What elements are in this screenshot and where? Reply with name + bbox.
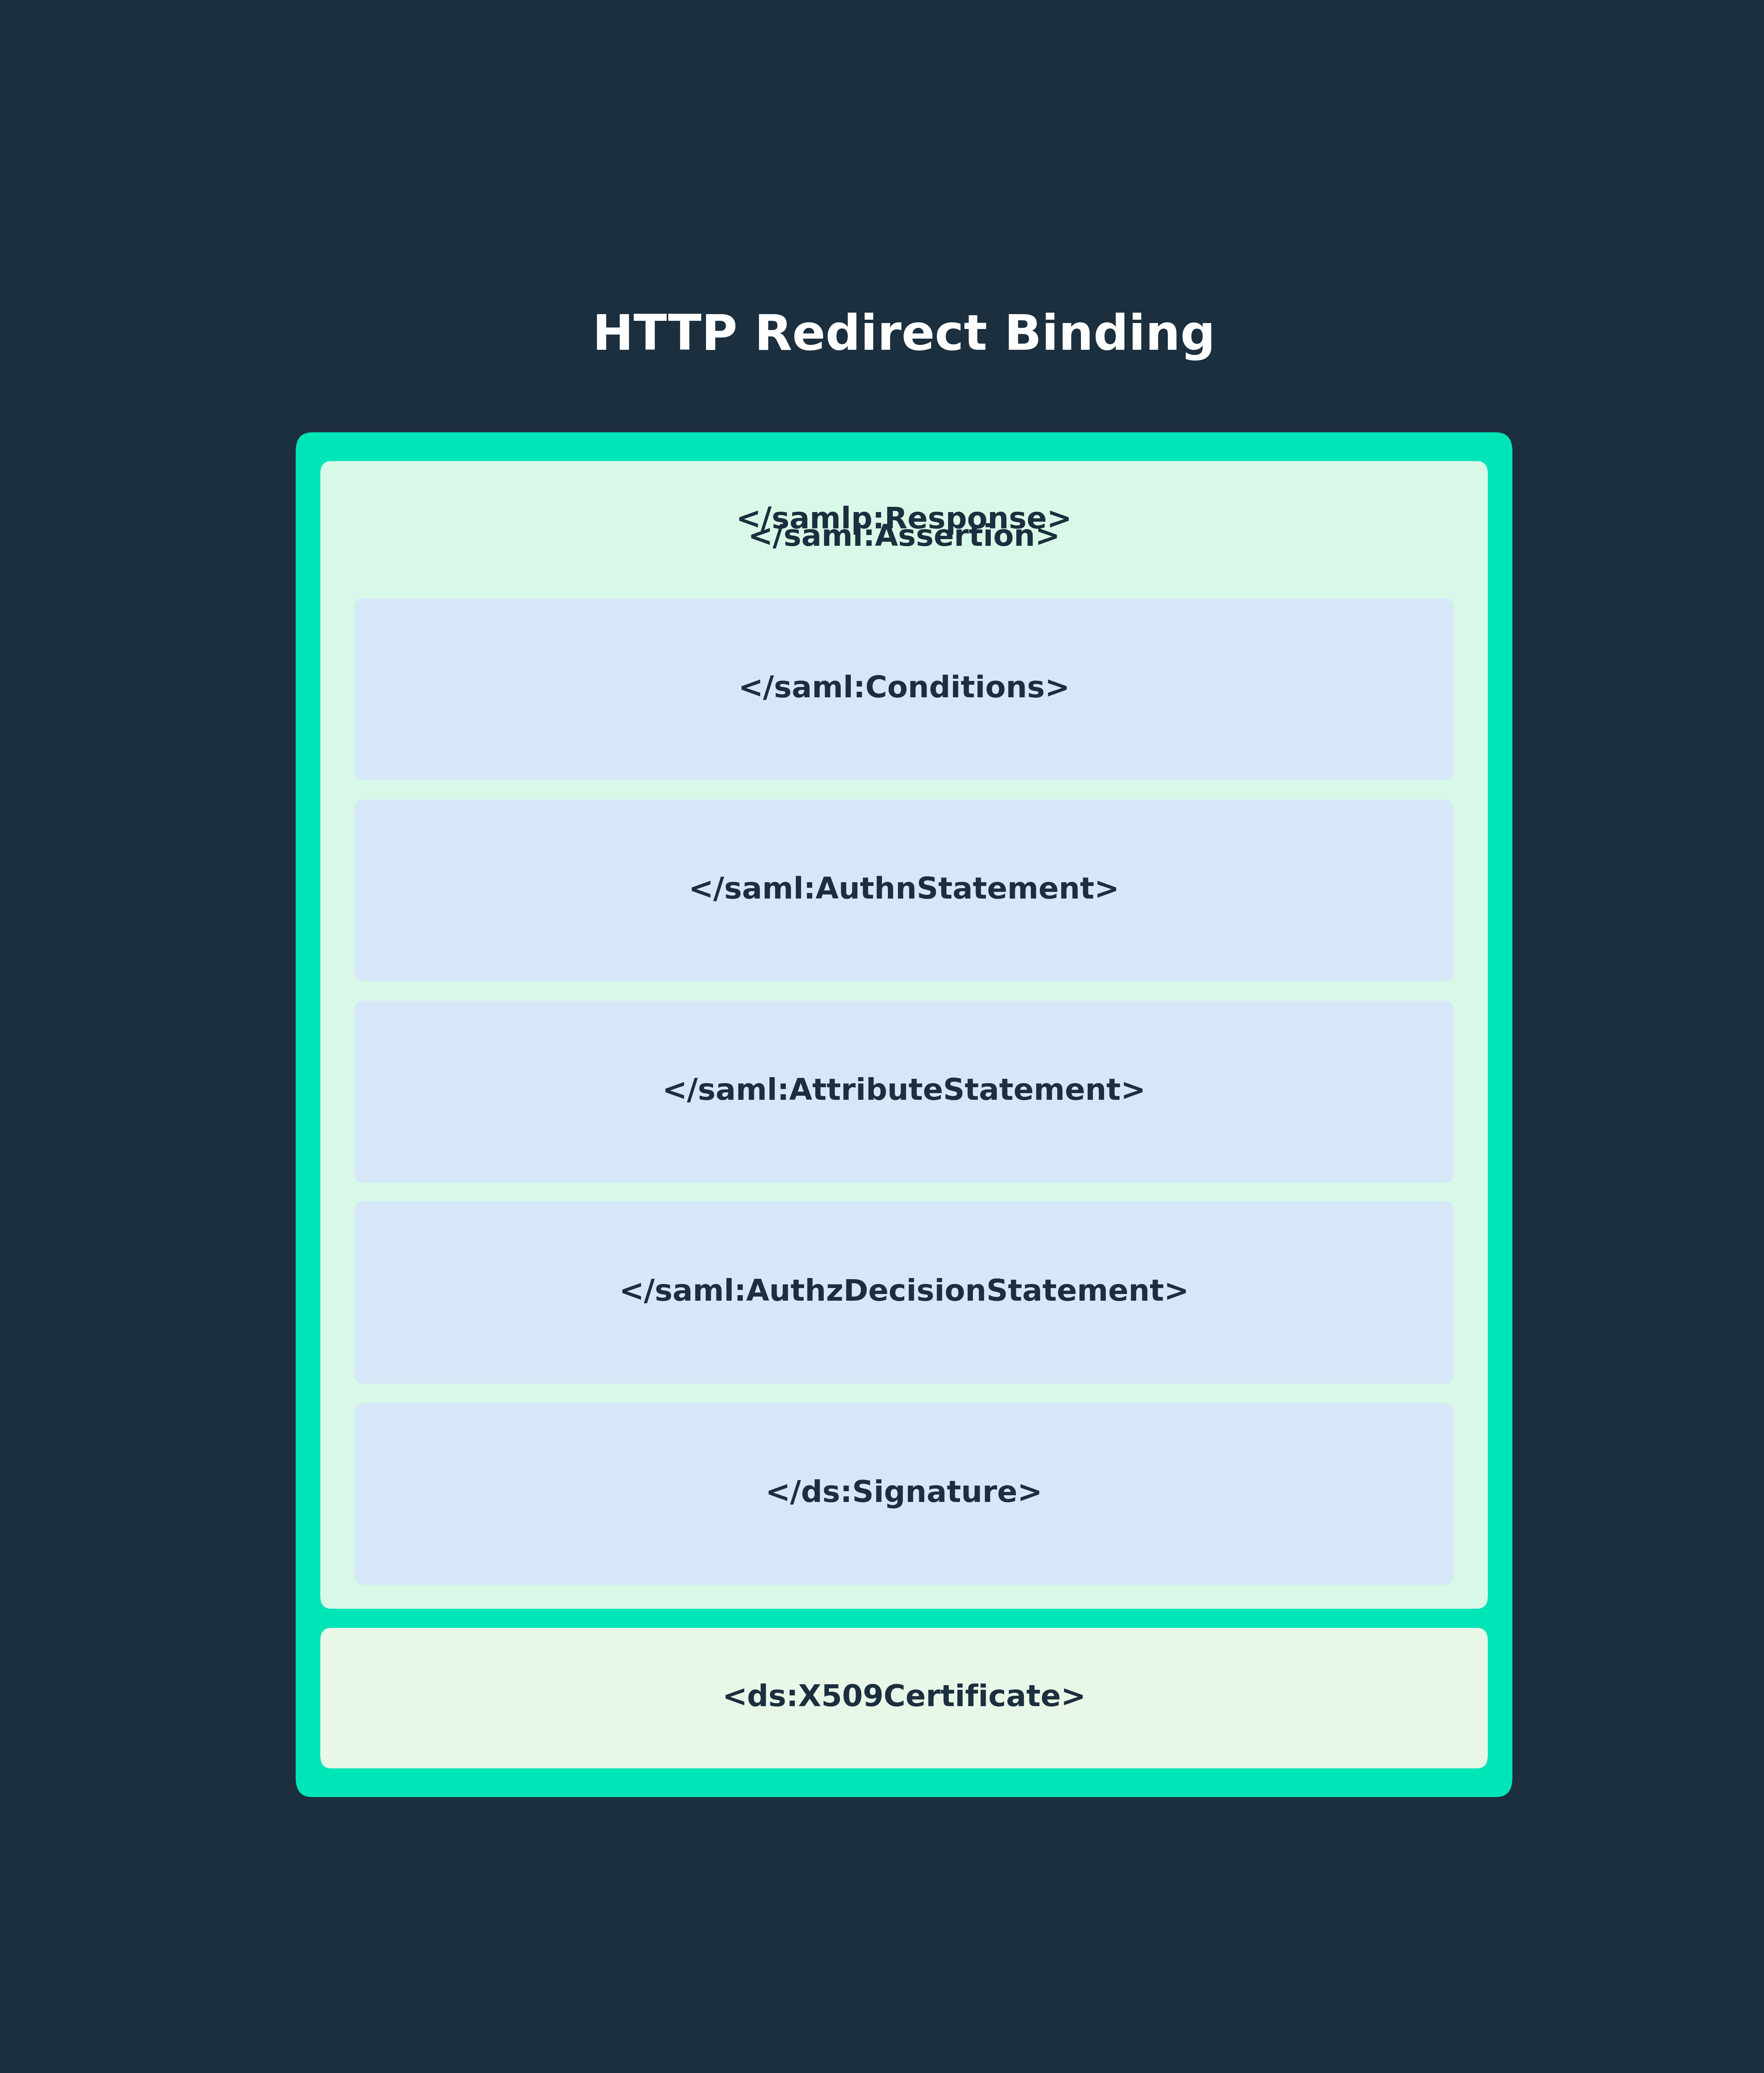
FancyBboxPatch shape — [321, 1627, 1487, 1768]
Text: </saml:AttributeStatement>: </saml:AttributeStatement> — [662, 1078, 1147, 1107]
Text: </saml:AuthzDecisionStatement>: </saml:AuthzDecisionStatement> — [619, 1279, 1189, 1308]
FancyBboxPatch shape — [355, 1001, 1454, 1182]
FancyBboxPatch shape — [355, 599, 1454, 779]
FancyBboxPatch shape — [355, 1202, 1454, 1383]
Text: </saml:AuthnStatement>: </saml:AuthnStatement> — [688, 877, 1120, 906]
FancyBboxPatch shape — [355, 1403, 1454, 1584]
Text: </samlp:Response>: </samlp:Response> — [736, 506, 1073, 535]
Text: HTTP Redirect Binding: HTTP Redirect Binding — [593, 313, 1215, 361]
Text: </saml:Assertion>: </saml:Assertion> — [748, 522, 1060, 551]
Text: </ds:Signature>: </ds:Signature> — [766, 1480, 1043, 1509]
FancyBboxPatch shape — [296, 433, 1512, 1797]
FancyBboxPatch shape — [355, 800, 1454, 981]
Text: </saml:Conditions>: </saml:Conditions> — [737, 676, 1071, 705]
Text: <ds:X509Certificate>: <ds:X509Certificate> — [721, 1683, 1087, 1712]
FancyBboxPatch shape — [321, 460, 1487, 1609]
